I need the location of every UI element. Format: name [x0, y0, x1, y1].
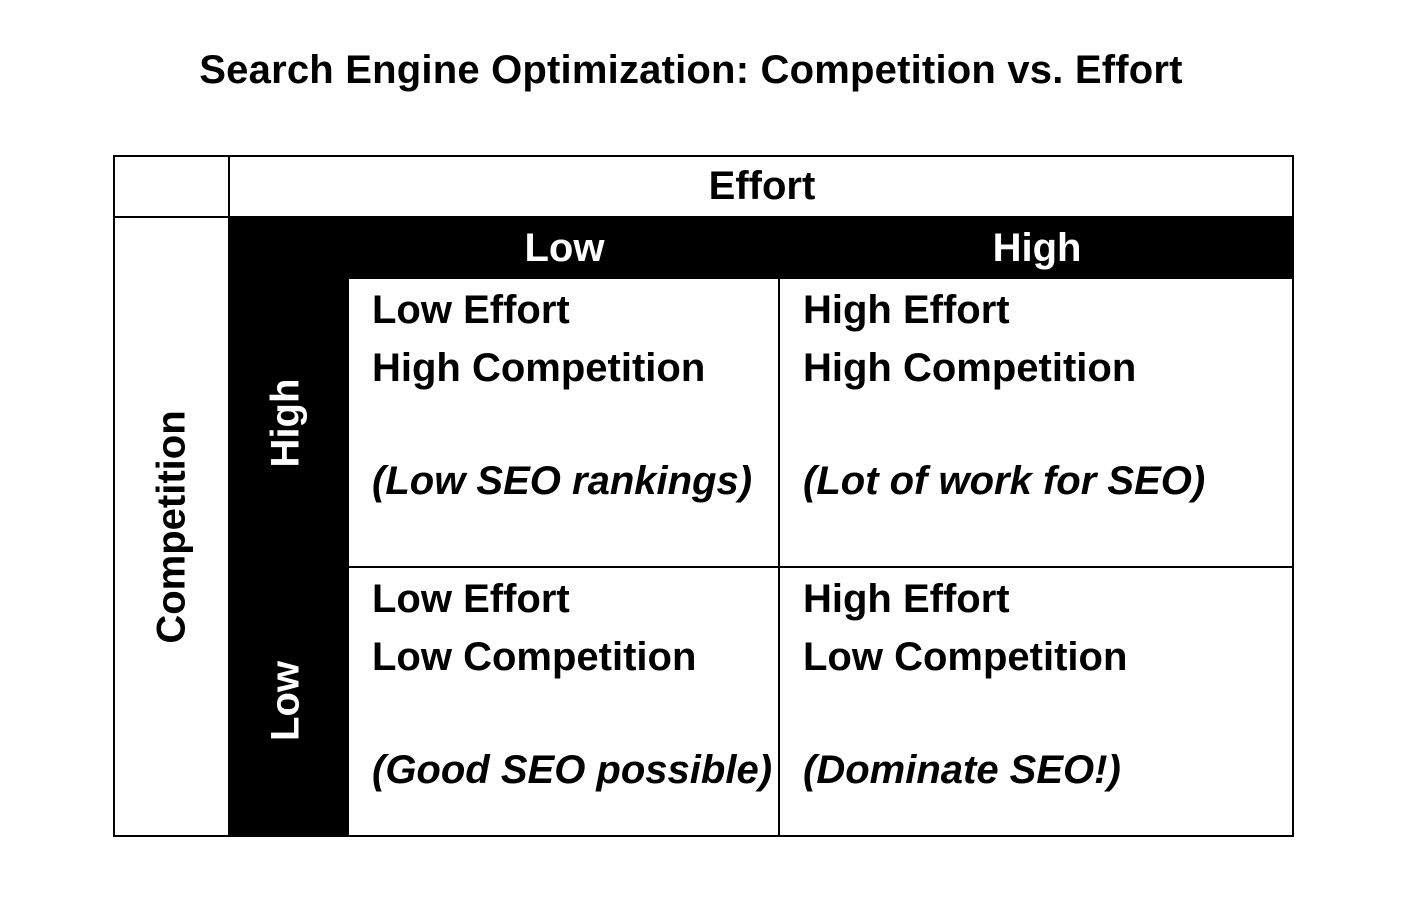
effort-low-label: Low	[524, 226, 605, 270]
cell-note: (Good SEO possible)	[372, 748, 773, 792]
cell-competition-text: Low Competition	[372, 635, 697, 679]
competition-levels-band	[230, 218, 349, 837]
competition-axis-cell: Competition	[115, 218, 230, 837]
matrix-corner-cell	[115, 157, 230, 218]
cell-competition-text: High Competition	[372, 346, 706, 390]
cell-effort-text: Low Effort	[372, 288, 570, 332]
cell-competition-text: High Competition	[803, 346, 1137, 390]
effort-levels-band	[230, 218, 1294, 279]
effort-high-label: High	[992, 226, 1082, 270]
competition-effort-matrix: Effort Competition Low High High Low Low…	[113, 155, 1294, 837]
competition-low-label: Low	[263, 661, 308, 741]
cell-high-competition-high-effort: High Effort High Competition (Lot of wor…	[780, 279, 1294, 568]
cell-note: (Low SEO rankings)	[372, 459, 753, 503]
cell-low-competition-high-effort: High Effort Low Competition (Dominate SE…	[780, 568, 1294, 837]
competition-high-label: High	[263, 378, 308, 468]
cell-effort-text: Low Effort	[372, 577, 570, 621]
competition-high-row-header: High	[230, 279, 349, 568]
cell-note: (Dominate SEO!)	[803, 748, 1121, 792]
effort-axis-label: Effort	[230, 157, 1294, 218]
cell-low-competition-low-effort: Low Effort Low Competition (Good SEO pos…	[349, 568, 780, 837]
competition-low-row-header: Low	[230, 568, 349, 837]
cell-note: (Lot of work for SEO)	[803, 459, 1206, 503]
competition-axis-label: Competition	[149, 410, 194, 644]
cell-effort-text: High Effort	[803, 288, 1010, 332]
cell-high-competition-low-effort: Low Effort High Competition (Low SEO ran…	[349, 279, 780, 568]
diagram-title: Search Engine Optimization: Competition …	[199, 48, 1183, 92]
cell-effort-text: High Effort	[803, 577, 1010, 621]
cell-competition-text: Low Competition	[803, 635, 1128, 679]
